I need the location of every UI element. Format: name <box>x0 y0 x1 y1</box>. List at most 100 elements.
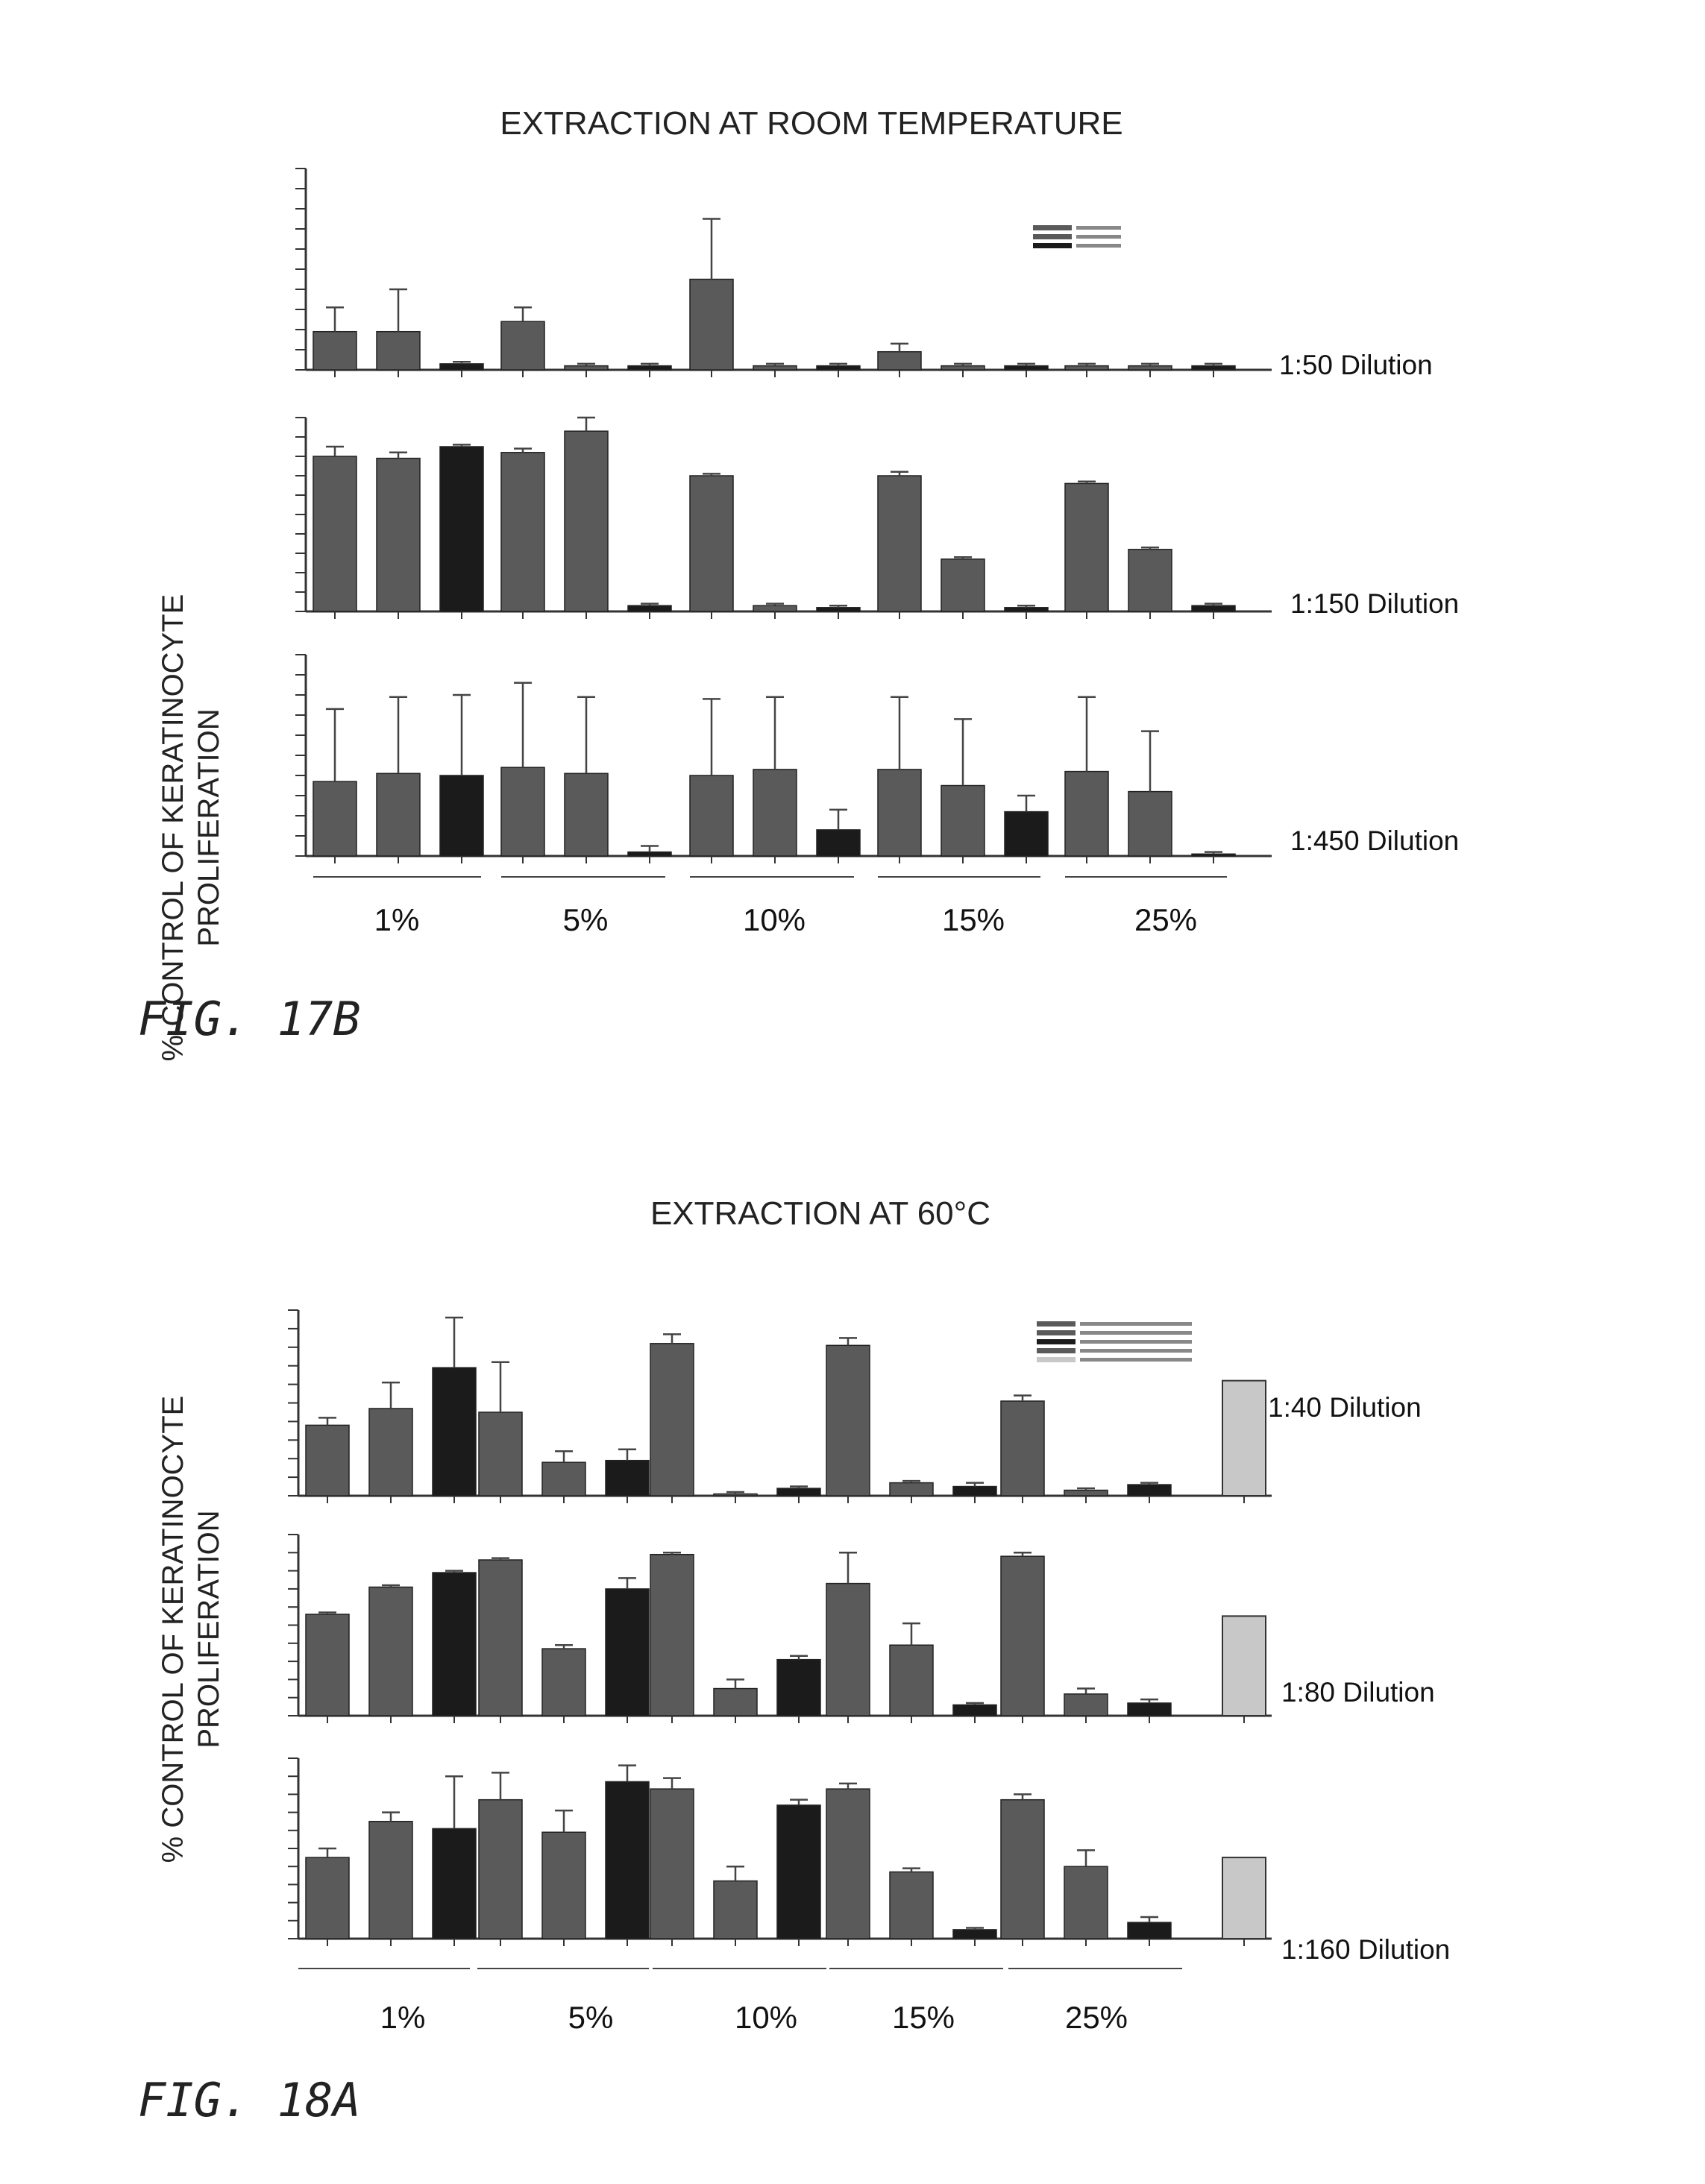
bar-25%-series-2 <box>1064 1491 1108 1496</box>
bar-10%-series-3 <box>817 366 860 370</box>
panel-label: 1:160 Dilution <box>1281 1934 1450 1965</box>
bar-15%-series-3 <box>1005 608 1048 611</box>
bar-25%-series-1 <box>1065 366 1108 370</box>
bar-1%-series-1 <box>306 1857 349 1939</box>
bar-1%-series-3 <box>433 1828 476 1939</box>
panel-label: 1:40 Dilution <box>1268 1392 1422 1423</box>
legend-swatch <box>1037 1330 1076 1335</box>
bar-15%-series-3 <box>953 1487 996 1496</box>
legend <box>1033 225 1121 248</box>
bar-5%-series-3 <box>606 1781 649 1939</box>
bar-10%-series-1 <box>690 476 733 611</box>
bar-25%-series-3 <box>1192 854 1235 856</box>
bar-1%-series-1 <box>313 456 357 611</box>
legend-entry-illegible <box>1080 1322 1192 1326</box>
bar-10%-series-1 <box>650 1344 694 1496</box>
panel-label: 1:50 Dilution <box>1279 350 1433 380</box>
legend-entry-illegible <box>1080 1349 1192 1353</box>
bar-5%-series-1 <box>501 453 544 611</box>
bar-1%-series-3 <box>440 447 483 611</box>
panel-0: 1:50 Dilution <box>295 169 1433 380</box>
bar-5%-series-2 <box>565 773 608 856</box>
bar-1%-series-2 <box>369 1409 412 1496</box>
bar-10%-series-3 <box>777 1488 820 1496</box>
bar-1%-series-3 <box>440 775 483 856</box>
fig17b-ylabel-line2: PROLIFERATION <box>192 708 225 946</box>
legend-entry-illegible <box>1080 1340 1192 1344</box>
panel-label: 1:80 Dilution <box>1281 1677 1435 1708</box>
bar-25%-series-3 <box>1128 1922 1171 1939</box>
bar-25%-series-3 <box>1128 1485 1171 1496</box>
bar-25%-series-2 <box>1128 366 1172 370</box>
bar-25%-series-2 <box>1064 1694 1108 1716</box>
bar-15%-series-1 <box>878 352 921 370</box>
bar-15%-series-1 <box>826 1789 870 1939</box>
group-label: 15% <box>942 902 1005 937</box>
fig18a-caption: FIG. 18A <box>138 2073 361 2127</box>
bar-25%-series-2 <box>1128 550 1172 611</box>
bar-15%-series-1 <box>826 1584 870 1716</box>
bar-15%-series-1 <box>878 770 921 856</box>
bar-10%-series-1 <box>650 1789 694 1939</box>
bar-5%-series-3 <box>606 1461 649 1496</box>
bar-10%-series-3 <box>777 1805 820 1939</box>
bar-negative-control <box>1222 1616 1266 1716</box>
fig18a-title: EXTRACTION AT 60°C <box>650 1195 990 1232</box>
bar-10%-series-3 <box>817 608 860 611</box>
group-label: 10% <box>735 2000 797 2035</box>
bar-10%-series-1 <box>690 280 733 371</box>
group-label: 1% <box>374 902 420 937</box>
bar-15%-series-2 <box>941 786 985 857</box>
bar-1%-series-3 <box>433 1573 476 1716</box>
bar-5%-series-3 <box>606 1589 649 1716</box>
bar-10%-series-2 <box>753 605 797 611</box>
bar-25%-series-3 <box>1192 605 1235 611</box>
bar-15%-series-3 <box>1005 812 1048 856</box>
legend-entry-illegible <box>1080 1358 1192 1362</box>
bar-10%-series-3 <box>817 830 860 856</box>
bar-10%-series-2 <box>714 1881 757 1939</box>
fig18a-ylabel-line2: PROLIFERATION <box>192 1510 225 1748</box>
bar-1%-series-1 <box>313 781 357 856</box>
panel-2: 1:450 Dilution <box>295 655 1459 863</box>
bar-5%-series-1 <box>479 1412 522 1496</box>
panel-5: 1:160 Dilution <box>288 1758 1450 1965</box>
bar-15%-series-2 <box>890 1645 933 1716</box>
bar-15%-series-3 <box>953 1705 996 1716</box>
bar-1%-series-2 <box>377 459 420 611</box>
legend-entry-illegible <box>1076 235 1121 239</box>
panel-1: 1:150 Dilution <box>295 418 1459 619</box>
bar-15%-series-2 <box>890 1872 933 1939</box>
bar-1%-series-1 <box>306 1614 349 1716</box>
bar-25%-series-2 <box>1064 1866 1108 1939</box>
legend-swatch <box>1037 1321 1076 1327</box>
bar-5%-series-2 <box>565 366 608 370</box>
bar-5%-series-1 <box>501 767 544 856</box>
bar-negative-control <box>1222 1857 1266 1939</box>
fig17b-title: EXTRACTION AT ROOM TEMPERATURE <box>500 105 1122 142</box>
bar-15%-series-3 <box>1005 366 1048 370</box>
bar-5%-series-2 <box>542 1649 585 1716</box>
bar-10%-series-2 <box>753 366 797 370</box>
legend-swatch <box>1033 225 1072 230</box>
bar-1%-series-3 <box>440 364 483 370</box>
bar-10%-series-3 <box>777 1660 820 1716</box>
bar-25%-series-1 <box>1065 772 1108 856</box>
bar-25%-series-1 <box>1001 1401 1044 1496</box>
bar-5%-series-2 <box>542 1832 585 1939</box>
legend-swatch <box>1037 1357 1076 1362</box>
bar-5%-series-3 <box>628 366 671 370</box>
bar-negative-control <box>1222 1381 1266 1496</box>
bar-25%-series-1 <box>1065 483 1108 611</box>
group-label: 15% <box>892 2000 955 2035</box>
fig18a-group-axis: 1%5%10%15%25% <box>298 1969 1182 2035</box>
bar-1%-series-2 <box>369 1822 412 1939</box>
legend-swatch <box>1033 234 1072 239</box>
bar-25%-series-1 <box>1001 1556 1044 1716</box>
bar-1%-series-2 <box>377 332 420 370</box>
panel-3: 1:40 Dilution <box>288 1310 1422 1503</box>
fig18a-ylabel-line1: % CONTROL OF KERATINOCYTE <box>157 1396 189 1863</box>
bar-15%-series-2 <box>941 559 985 611</box>
group-label: 25% <box>1134 902 1197 937</box>
fig18a-plots: 1:40 Dilution 1:80 Dilution 1:160 Dilution <box>288 1310 1450 1965</box>
